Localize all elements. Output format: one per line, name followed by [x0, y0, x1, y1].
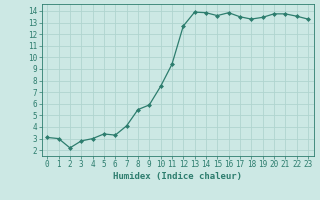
X-axis label: Humidex (Indice chaleur): Humidex (Indice chaleur)	[113, 172, 242, 181]
